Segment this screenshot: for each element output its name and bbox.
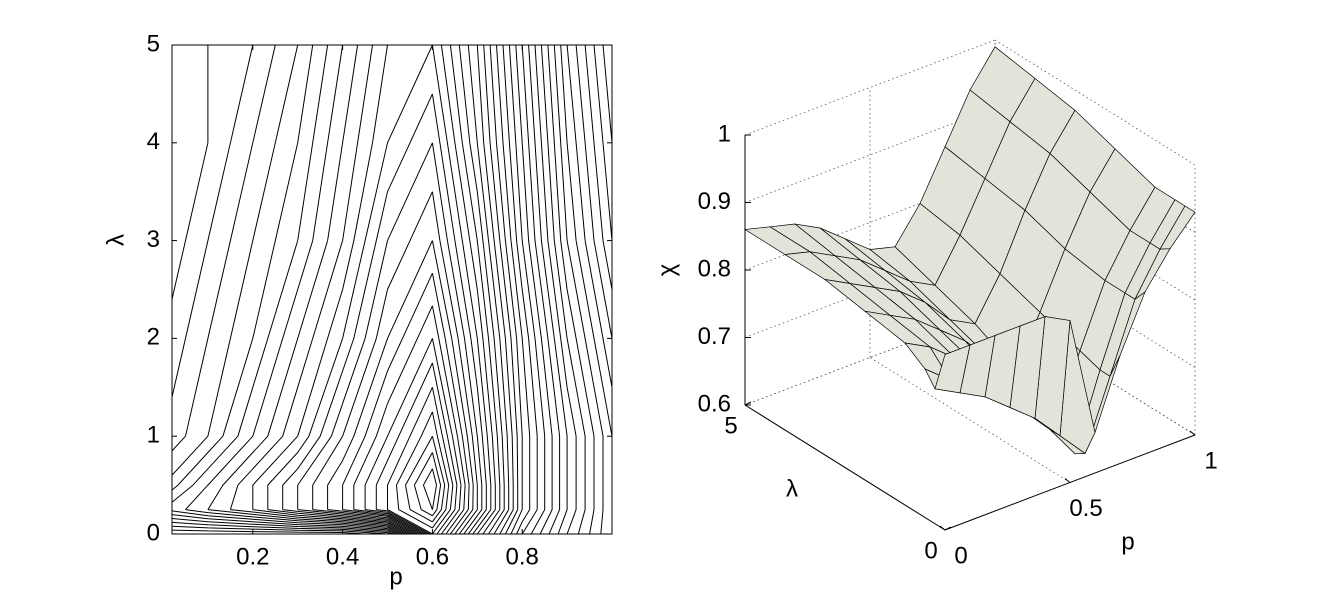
contour-line — [413, 452, 442, 517]
contour-line — [172, 45, 553, 534]
x-tick-label: 0.4 — [326, 543, 359, 570]
contour-line — [553, 45, 604, 534]
contour-line — [172, 45, 546, 534]
x-tick — [1064, 478, 1071, 483]
contour-line — [540, 45, 586, 534]
y-tick-label: 0 — [147, 519, 160, 546]
x-tick-label: 0.8 — [506, 543, 539, 570]
contour-line — [229, 45, 501, 534]
y-tick — [744, 401, 752, 406]
contour-line — [375, 362, 458, 534]
x-axis-label: p — [389, 563, 402, 590]
z-axis-label: χ — [653, 263, 680, 276]
x-tick-label: 0.6 — [416, 543, 449, 570]
contour-lines — [172, 45, 612, 534]
x-tick-label: 0 — [954, 542, 967, 569]
z-tick-label: 0.7 — [698, 323, 731, 350]
y-tick-label: 0 — [924, 537, 937, 564]
contour-line — [312, 191, 478, 534]
contour-line — [534, 45, 577, 534]
contour-line — [528, 45, 568, 534]
contour-line — [593, 45, 612, 241]
contour-line — [364, 338, 462, 534]
contour-line — [172, 45, 514, 534]
contour-line — [327, 240, 474, 534]
z-tick-label: 1 — [718, 120, 731, 147]
contour-line — [396, 411, 450, 529]
y-tick-label: 2 — [147, 324, 160, 351]
contour-line — [267, 45, 492, 534]
contour-line — [387, 387, 454, 534]
y-axis-label: λ — [102, 234, 129, 246]
contour-line — [547, 45, 595, 534]
z-tick-label: 0.9 — [698, 188, 731, 215]
contour-line — [172, 45, 531, 534]
x-tick-label: 0.2 — [236, 543, 269, 570]
contour-line — [521, 45, 561, 534]
x-tick-label: 0.5 — [1069, 495, 1102, 522]
z-tick-label: 0.6 — [698, 390, 731, 417]
x-axis-label: p — [1121, 528, 1134, 555]
x-tick-label: 1 — [1204, 447, 1217, 474]
grid-line — [869, 357, 1071, 483]
contour-line — [282, 93, 487, 534]
y-tick-label: 1 — [147, 422, 160, 449]
x-tick — [939, 525, 946, 531]
contour-line — [172, 45, 519, 534]
y-axis-label: λ — [786, 475, 798, 502]
contour-line — [422, 468, 437, 510]
y-tick-label: 4 — [147, 128, 160, 155]
y-axis-line — [744, 404, 946, 531]
contour-line — [566, 45, 612, 388]
y-tick-label: 5 — [724, 412, 737, 439]
contour-line — [584, 45, 612, 290]
contour-line — [252, 45, 496, 534]
contour-line — [185, 45, 510, 534]
z-tick-label: 0.8 — [698, 255, 731, 282]
grid-line — [994, 39, 1196, 166]
contour-line — [560, 45, 612, 534]
y-tick — [944, 526, 952, 531]
contour-line — [342, 272, 470, 534]
contour-line — [353, 305, 466, 534]
contour-line — [405, 435, 446, 523]
y-tick-label: 5 — [147, 30, 160, 57]
plot-frame — [171, 44, 613, 535]
contour-line — [575, 45, 612, 339]
contour-line — [297, 142, 483, 534]
y-tick-label: 3 — [147, 226, 160, 253]
surface-patch — [934, 344, 971, 394]
contour-line — [172, 45, 538, 534]
contour-line — [207, 45, 505, 534]
x-tick — [1189, 430, 1196, 436]
contour-line — [172, 45, 523, 534]
contour-line — [602, 45, 612, 143]
